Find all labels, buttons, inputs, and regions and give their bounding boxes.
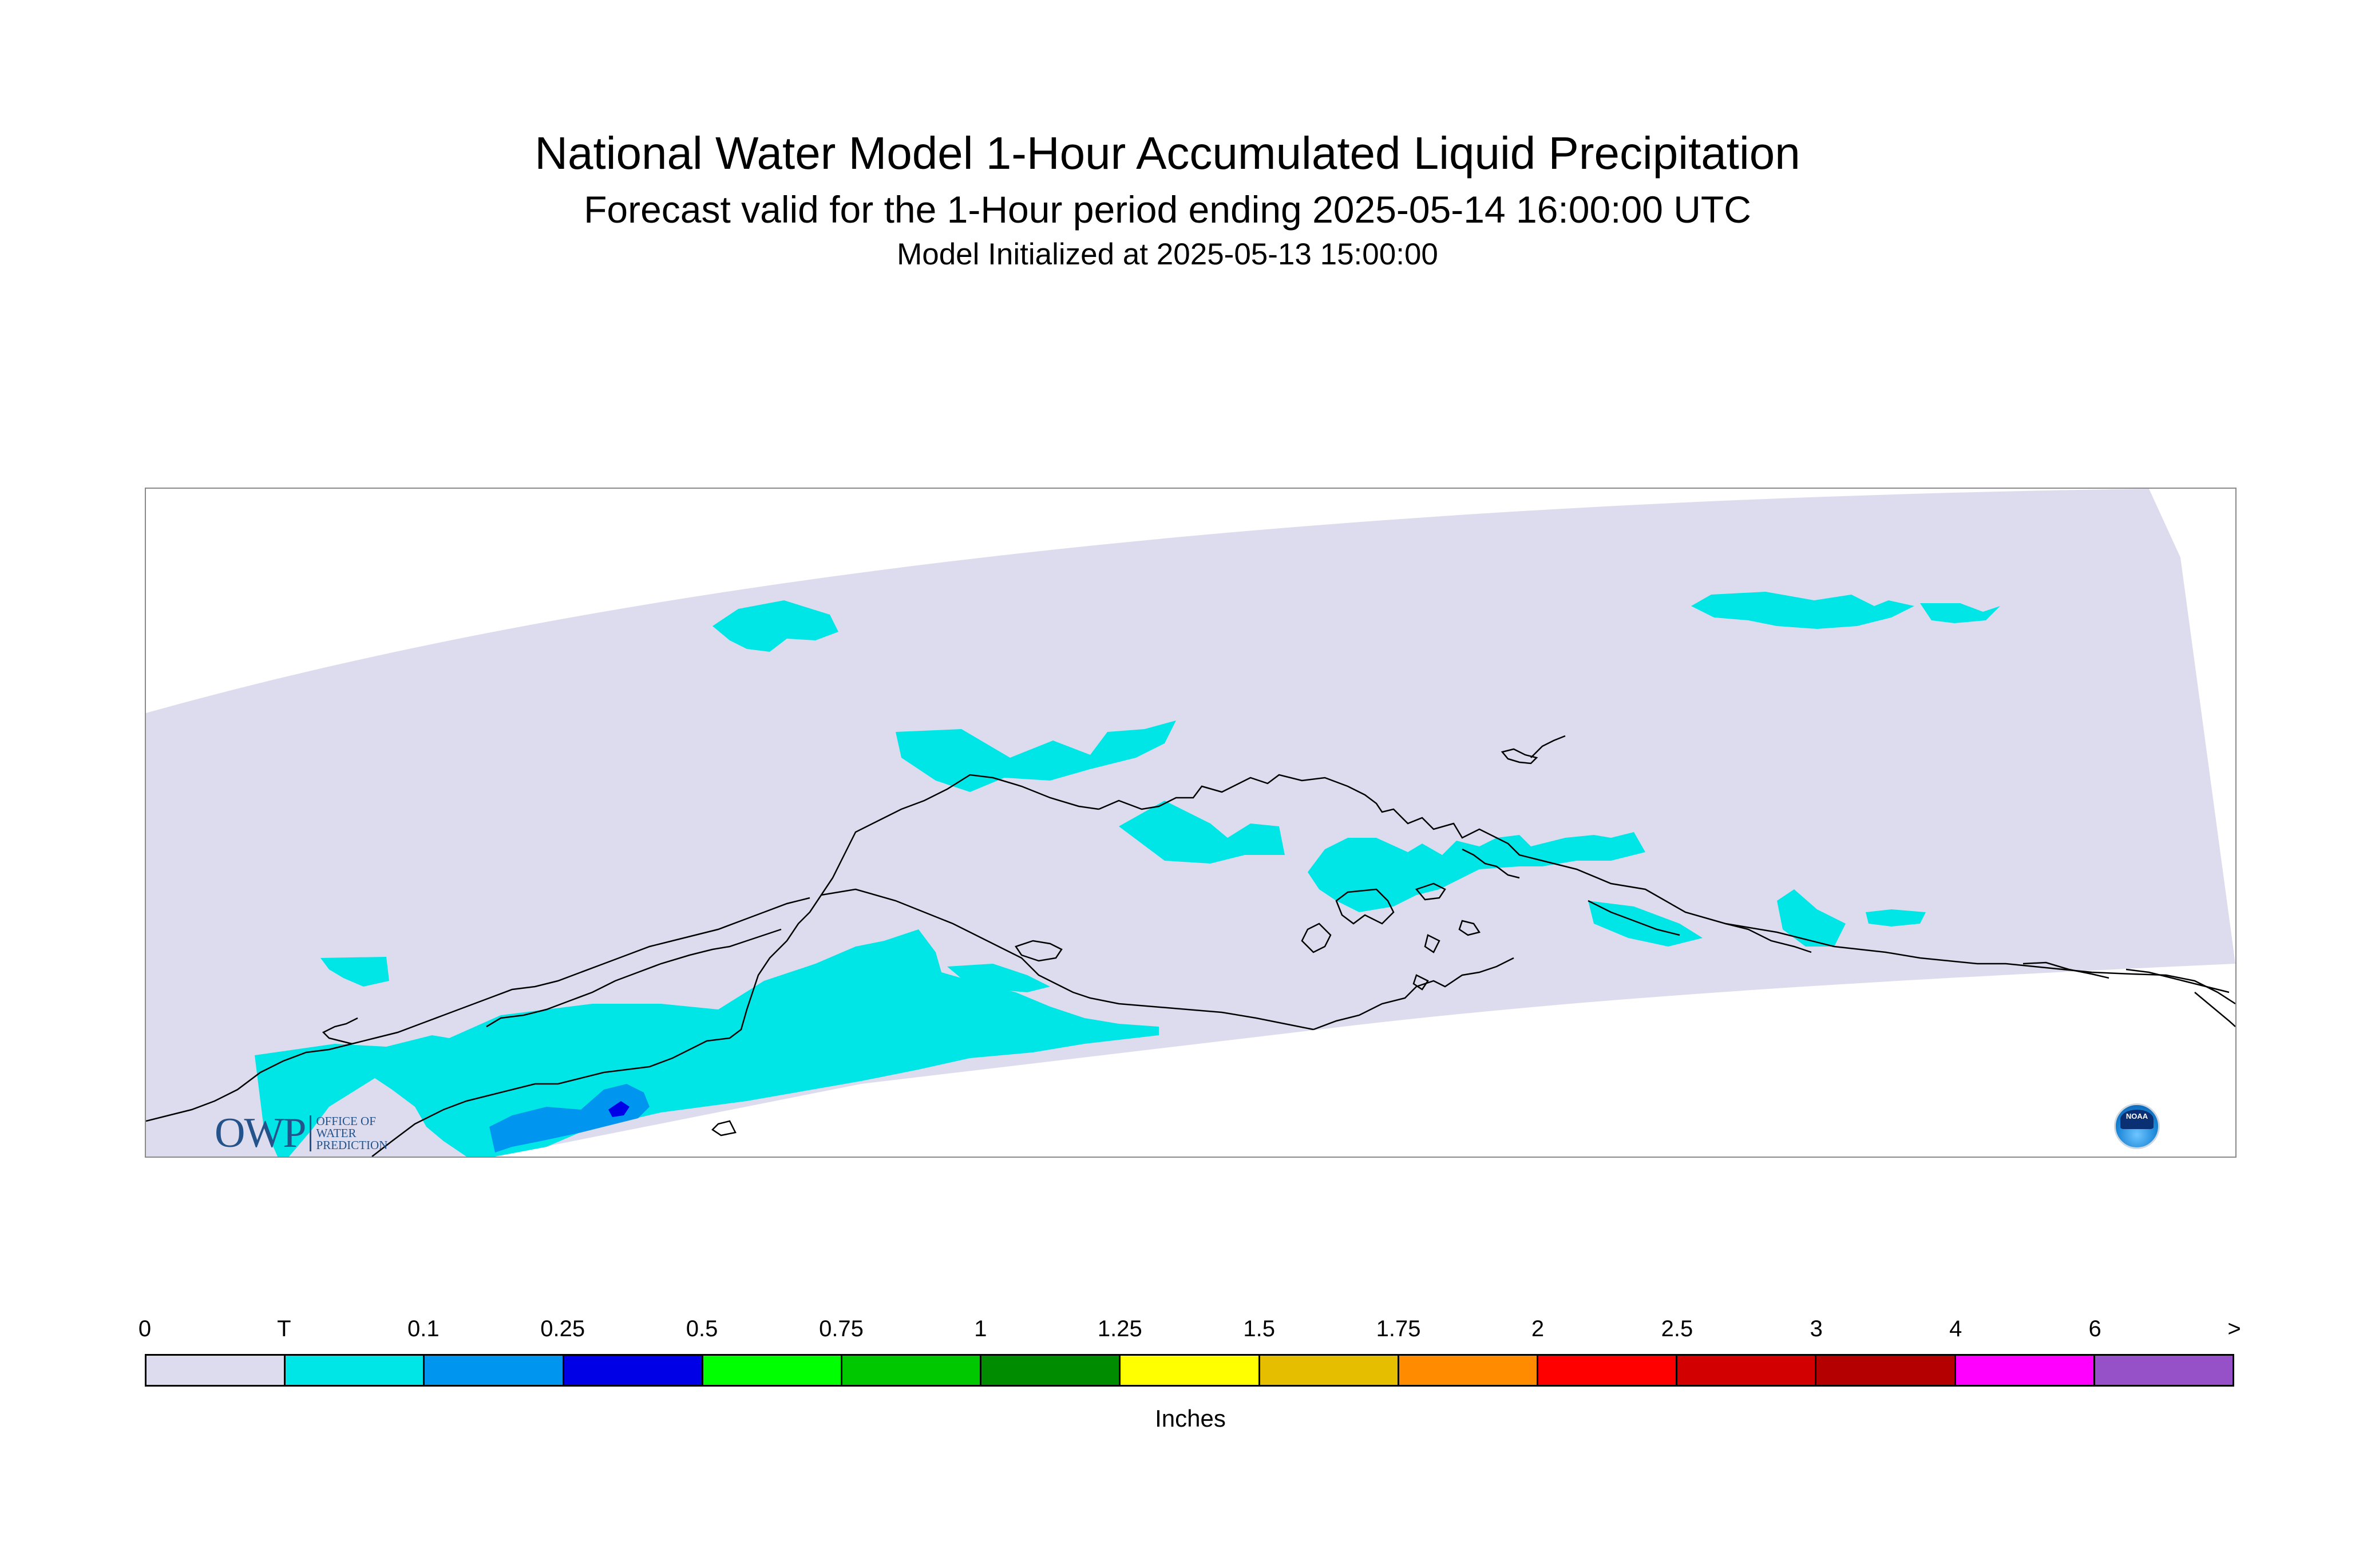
legend-tick-label: 6 — [2088, 1316, 2101, 1341]
legend-swatch — [1677, 1356, 1817, 1385]
owp-logo: OWP OFFICE OF WATER PREDICTION — [215, 1109, 387, 1157]
legend-swatch — [2095, 1356, 2233, 1385]
legend-tick-label: 1.5 — [1243, 1316, 1275, 1341]
legend-tick-label: 1.25 — [1097, 1316, 1142, 1341]
legend-swatch — [1121, 1356, 1260, 1385]
noaa-logo: NOAA — [2114, 1103, 2160, 1149]
legend-tick-label: 2 — [1531, 1316, 1545, 1341]
legend-swatch — [425, 1356, 564, 1385]
legend-swatch — [1399, 1356, 1539, 1385]
owp-logo-text: OFFICE OF WATER PREDICTION — [310, 1115, 387, 1151]
legend-tick-label: 0.5 — [686, 1316, 718, 1341]
owp-logo-mark: OWP — [215, 1109, 306, 1157]
legend-swatch — [981, 1356, 1121, 1385]
precipitation-map: OWP OFFICE OF WATER PREDICTION NOAA — [145, 488, 2237, 1158]
legend-tick-label: 1.75 — [1376, 1316, 1421, 1341]
legend-swatch — [842, 1356, 982, 1385]
legend-swatch — [1816, 1356, 1956, 1385]
legend-tick-label: 2.5 — [1661, 1316, 1693, 1341]
light-precip-areas — [489, 1084, 650, 1153]
map-subtitle: Forecast valid for the 1-Hour period end… — [584, 188, 1751, 231]
legend-swatch — [147, 1356, 286, 1385]
legend-swatch — [1260, 1356, 1399, 1385]
noaa-bird-icon — [2120, 1110, 2154, 1129]
legend-tick-label: > — [2227, 1316, 2241, 1341]
model-init-time: Model Initialized at 2025-05-13 15:00:00 — [897, 237, 1438, 271]
legend-tick-label: 4 — [1949, 1316, 1962, 1341]
legend-tick-label: 0.75 — [819, 1316, 864, 1341]
legend-tick-label: 1 — [974, 1316, 987, 1341]
legend-swatch — [1956, 1356, 2095, 1385]
heavy-precip-areas — [608, 1101, 630, 1117]
legend-swatch — [564, 1356, 703, 1385]
noaa-logo-text: NOAA — [2125, 1112, 2148, 1120]
legend-tick-label: 0.25 — [540, 1316, 585, 1341]
legend-tick-label: T — [277, 1316, 291, 1341]
legend-color-bar — [145, 1354, 2234, 1387]
legend-swatch — [703, 1356, 843, 1385]
legend-tick-labels: 0 T 0.1 0.25 0.5 0.75 1 1.25 1.5 1.75 2 2.5 3 4 6 > — [138, 1316, 2241, 1345]
coastlines — [146, 735, 2235, 1157]
legend-tick-label: 0.1 — [407, 1316, 440, 1341]
trace-precip-areas — [255, 592, 2000, 1157]
legend-swatch — [286, 1356, 425, 1385]
legend-tick-label: 0 — [138, 1316, 152, 1341]
legend-swatch — [1538, 1356, 1678, 1385]
legend-units: Inches — [1155, 1405, 1226, 1432]
map-title: National Water Model 1-Hour Accumulated … — [535, 128, 1800, 179]
legend-tick-label: 3 — [1810, 1316, 1823, 1341]
map-canvas — [146, 489, 2235, 1157]
